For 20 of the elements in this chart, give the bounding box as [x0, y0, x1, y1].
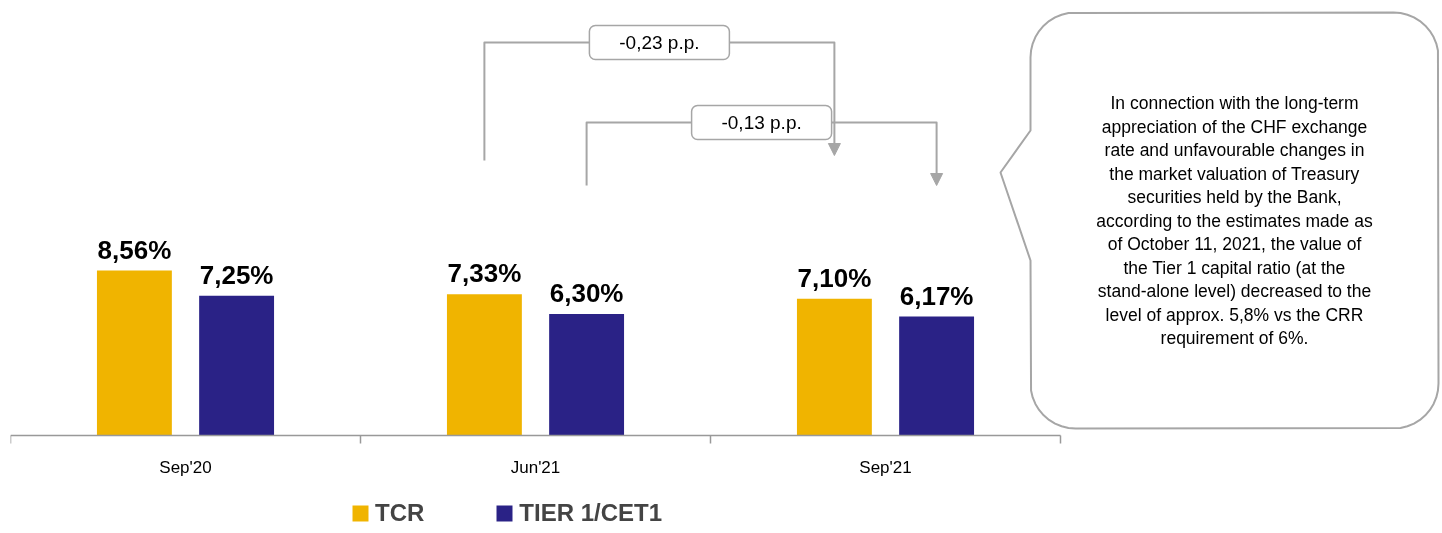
text: In connection with the long-term appreciation of the CHF exchange rate and unfavourable changes in the market valuation of Treasury securities held by the Bank, according to the estimates made as of October 11, 2021, the value of the Tier 1 capital ratio (at the stand-alone level) decreased to the level of approx. 5,8% vs the CRR requirement of 6%.: [1096, 93, 1373, 348]
x-tick-label: Sep'20: [159, 458, 212, 477]
data-label: 6,30%: [549, 278, 624, 309]
data-label: 7,10%: [797, 262, 872, 293]
bar: [549, 314, 625, 436]
bar: [796, 298, 872, 436]
bar: [199, 295, 275, 436]
x-tick-label: Jun'21: [510, 458, 561, 477]
legend-label: TCR: [375, 499, 425, 527]
data-label: 8,56%: [97, 234, 172, 265]
legend-label: TIER 1/CET1: [519, 499, 663, 527]
bar: [899, 316, 975, 436]
text: -0,13 p.p.: [721, 112, 802, 133]
data-label: 7,25%: [199, 259, 274, 290]
data-label: 6,17%: [899, 280, 974, 311]
bar: [96, 270, 172, 436]
bar: [446, 294, 522, 436]
text: -0,23 p.p.: [619, 32, 700, 53]
data-label: 7,33%: [447, 258, 522, 289]
x-tick-label: Sep'21: [859, 458, 912, 477]
